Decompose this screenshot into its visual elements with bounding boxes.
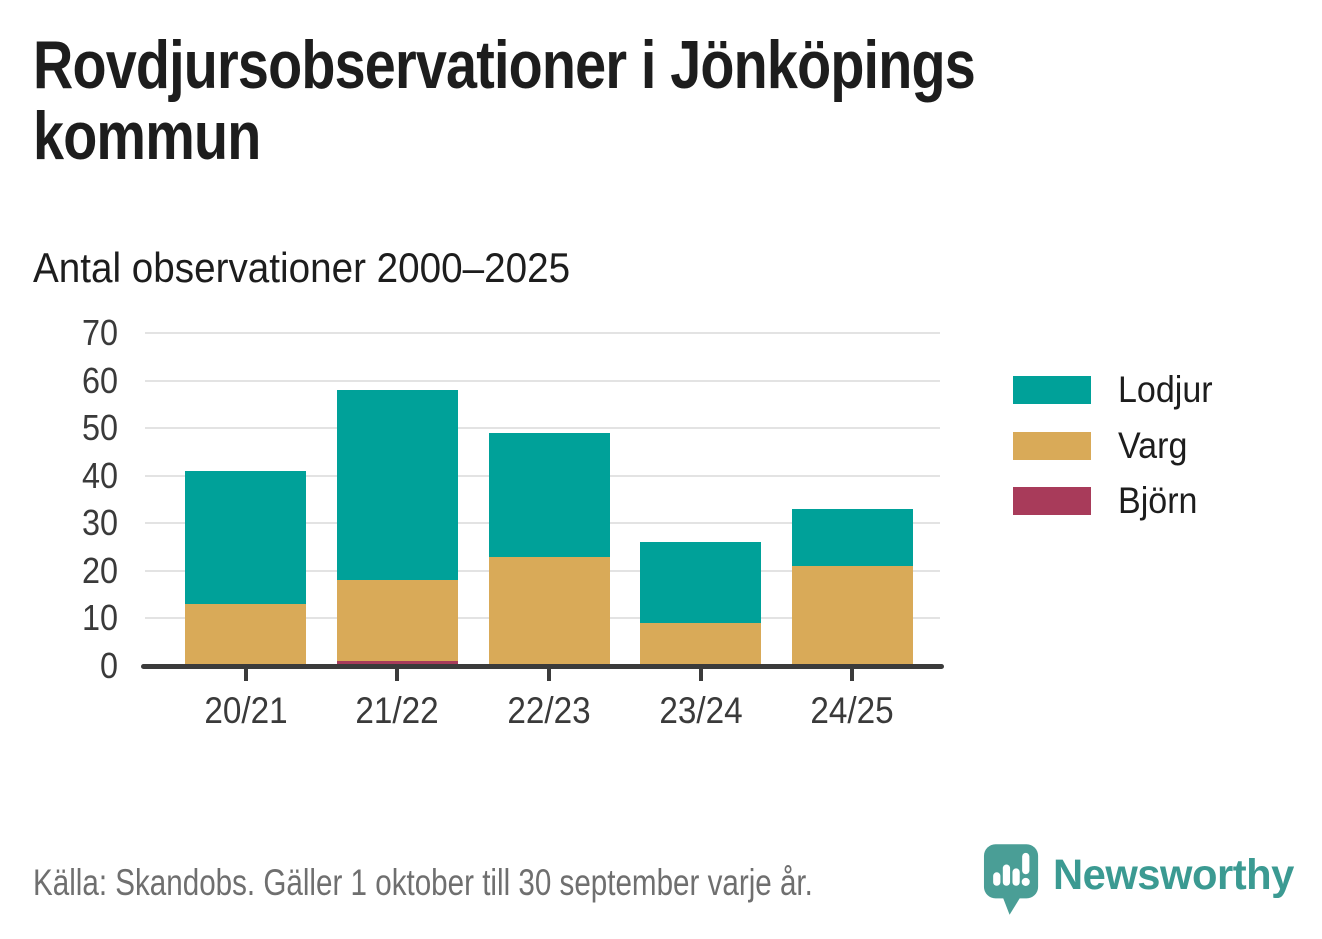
newsworthy-brand: Newsworthy [983,843,1301,917]
gridline-70 [145,332,940,334]
x-axis-line [141,664,944,669]
y-axis-label-10: 10 [81,597,118,639]
legend-label-lodjur: Lodjur [1118,369,1213,410]
x-tick-21/22 [395,668,400,681]
bar-segment-lodjur-23/24 [640,542,762,624]
chart-subtitle: Antal observationer 2000–2025 [33,244,571,291]
page-title: Rovdjursobservationer i Jönköpings kommu… [33,27,976,175]
x-axis-label-23/24: 23/24 [658,690,743,731]
bar-segment-varg-24/25 [791,566,913,666]
legend-item-björn: Björn [1013,480,1204,521]
x-tick-23/24 [698,668,703,681]
source-note: Källa: Skandobs. Gäller 1 oktober till 3… [33,862,813,903]
legend-item-varg: Varg [1013,425,1193,466]
legend-swatch-björn [1013,487,1091,515]
y-axis-label-70: 70 [81,312,118,353]
x-tick-22/23 [547,668,551,681]
bar-segment-varg-23/24 [640,623,762,666]
bar-segment-björn-21/22 [336,661,458,666]
y-axis-label-60: 60 [81,359,118,401]
y-axis-label-30: 30 [81,502,118,544]
x-axis-label-21/22: 21/22 [355,690,440,731]
x-axis-label-24/25: 24/25 [810,690,894,731]
newsworthy-logo-icon [983,844,1039,915]
x-axis-label-20/21: 20/21 [204,690,288,731]
bar-segment-lodjur-20/21 [185,470,307,605]
legend-label-varg: Varg [1118,424,1188,466]
x-axis-label-22/23: 22/23 [507,690,591,731]
gridline-60 [145,379,940,382]
x-tick-24/25 [850,668,855,681]
x-tick-20/21 [243,668,248,681]
y-axis-label-0: 0 [99,645,118,686]
bar-segment-lodjur-22/23 [488,432,610,557]
brand-wordmark: Newsworthy [1053,851,1294,899]
bar-segment-varg-22/23 [488,556,610,666]
y-axis-label-50: 50 [81,407,118,449]
bar-segment-lodjur-24/25 [791,509,913,567]
bar-segment-lodjur-21/22 [336,390,458,581]
gridline-50 [145,427,940,430]
bar-segment-varg-20/21 [185,604,307,666]
legend-swatch-varg [1013,431,1091,460]
bar-segment-varg-21/22 [336,580,458,662]
y-axis-label-40: 40 [81,454,118,496]
legend-label-björn: Björn [1118,480,1198,521]
legend-item-lodjur: Lodjur [1013,369,1221,410]
legend-swatch-lodjur [1013,376,1091,404]
y-axis-label-20: 20 [81,549,118,591]
